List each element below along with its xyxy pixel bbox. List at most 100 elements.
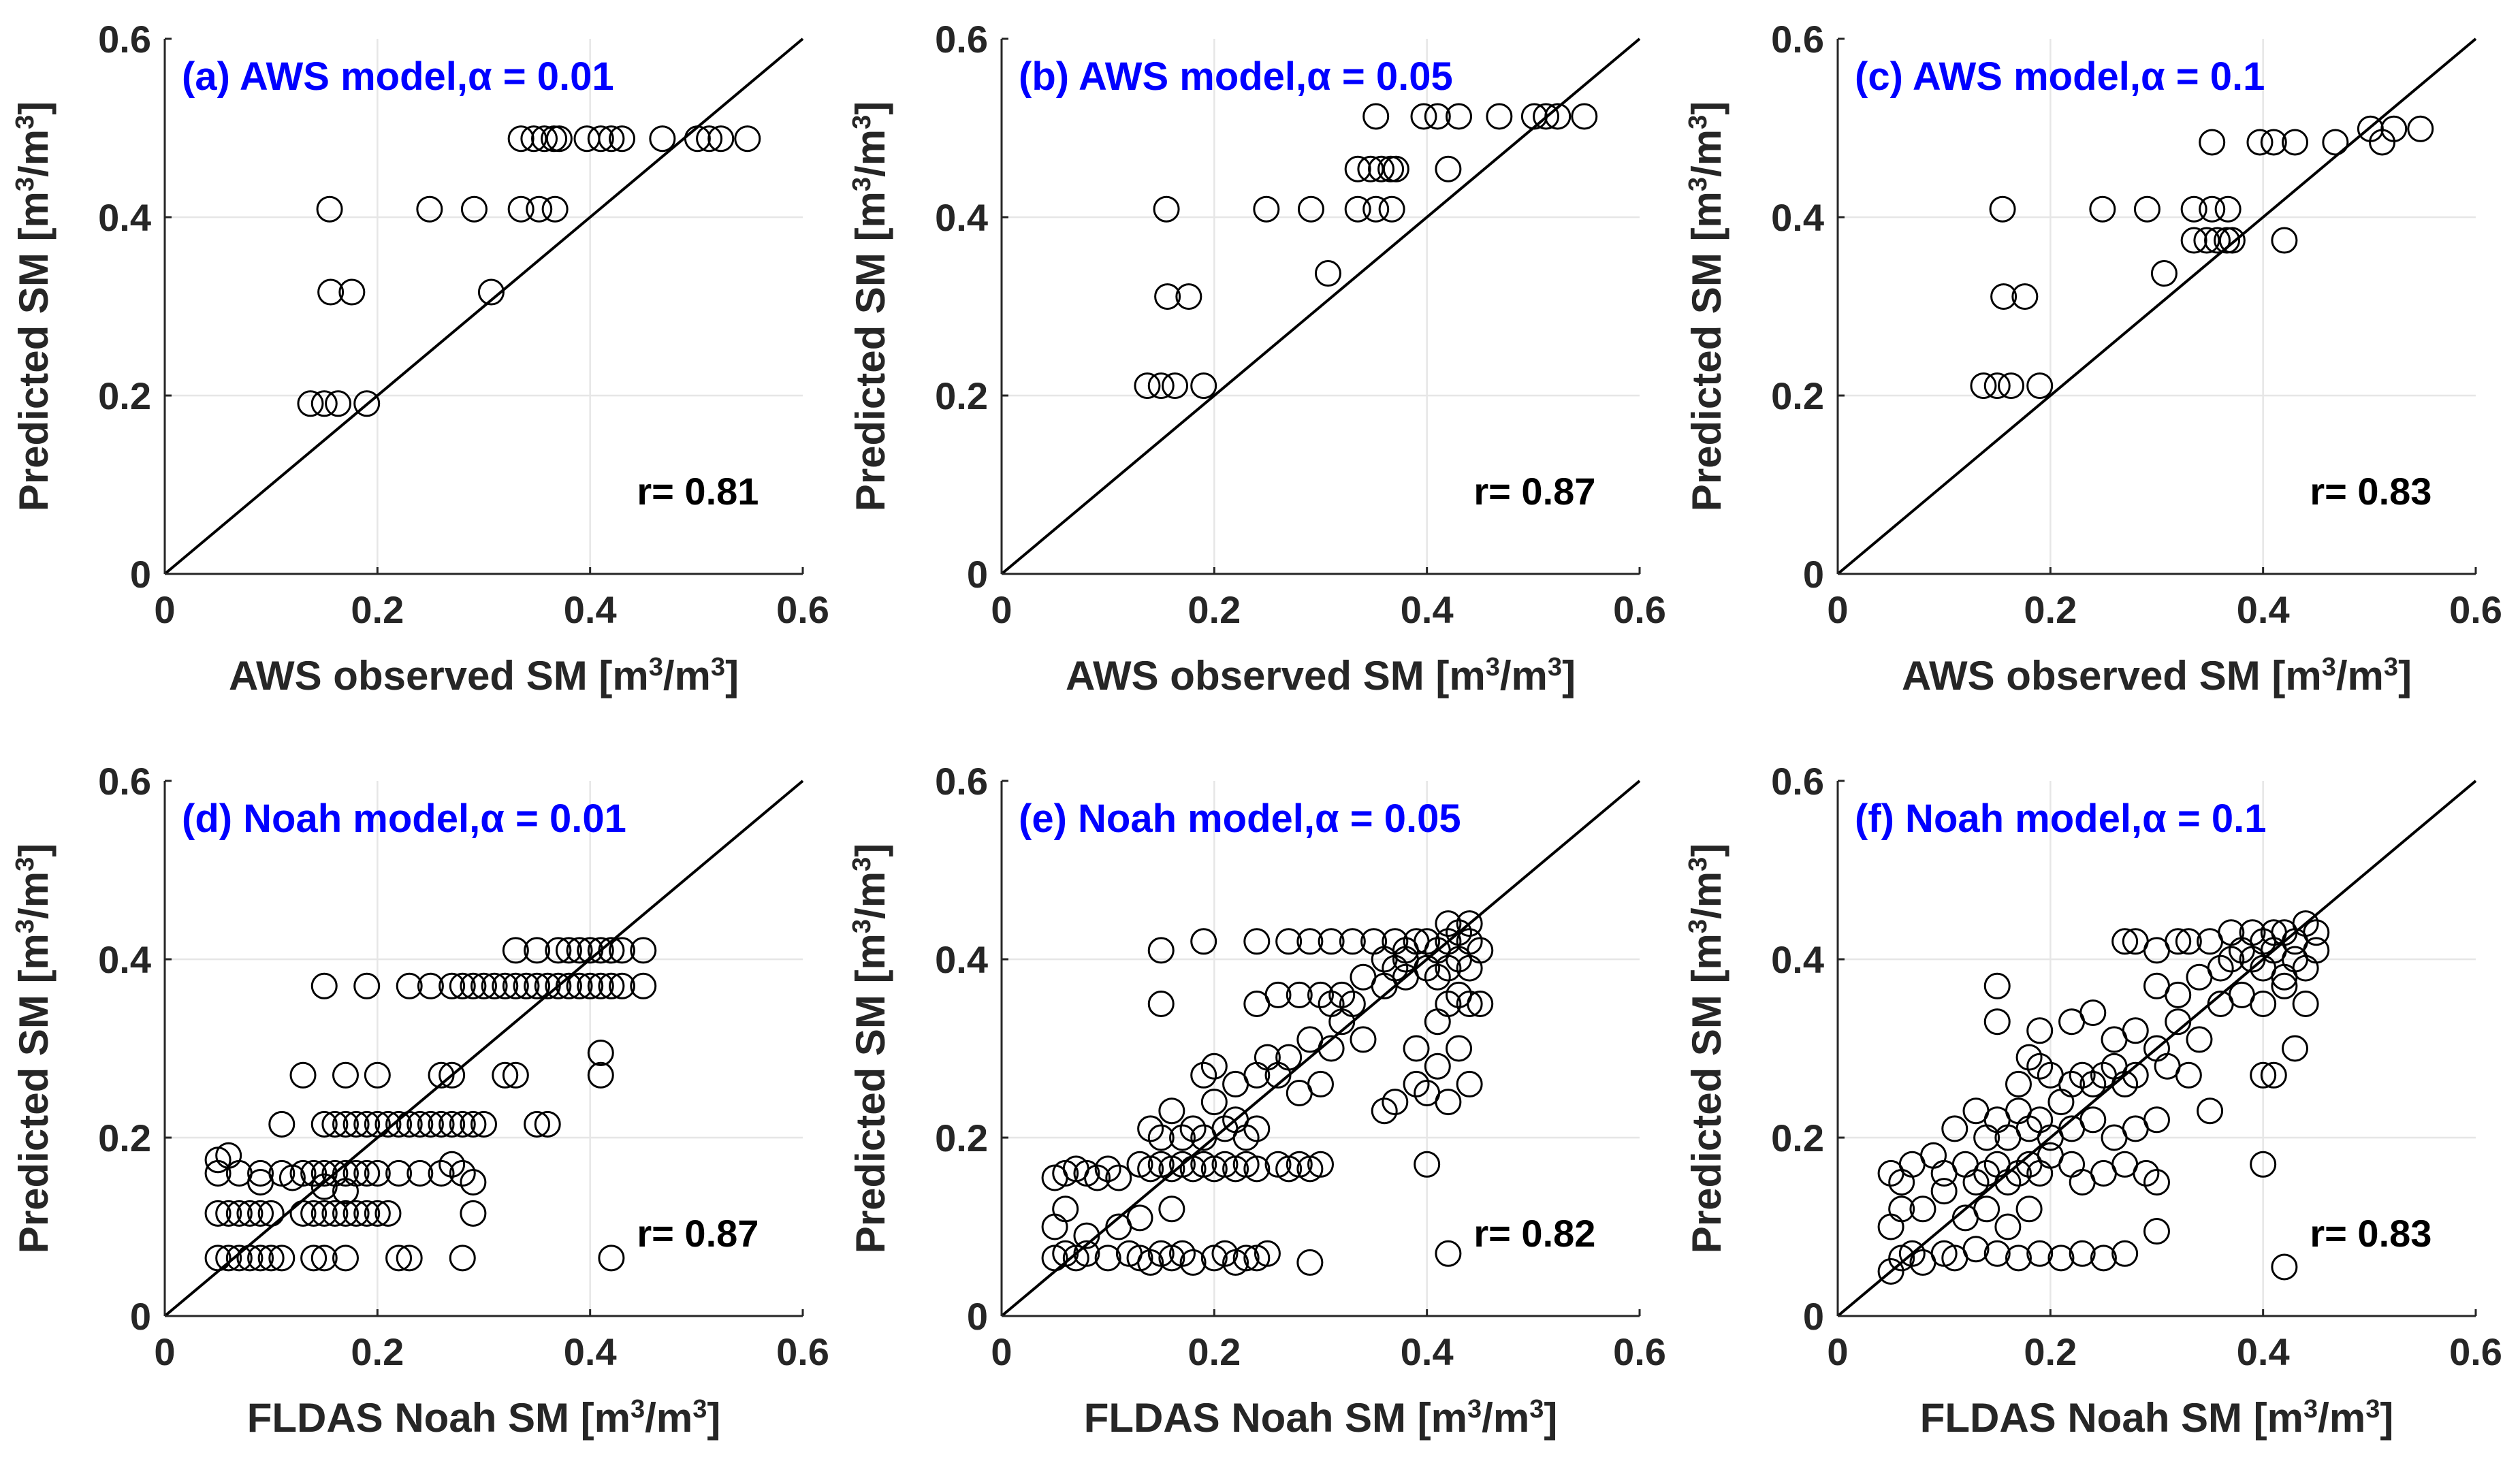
data-point [215,1245,242,1272]
y-tick-label: 0 [130,553,151,596]
data-point [2186,1026,2213,1053]
panel-title: (a) AWS model,α = 0.01 [182,54,614,99]
superscript: 3 [1467,1395,1482,1424]
axis-label-text: /m [663,653,711,699]
superscript: 3 [11,919,39,933]
data-point [1362,103,1390,130]
data-point [507,195,535,223]
data-point [2218,946,2245,973]
superscript: 3 [2384,653,2398,681]
superscript: 3 [1684,857,1712,871]
data-point [364,1159,391,1187]
superscript: 3 [1529,1395,1544,1424]
data-point [215,1200,242,1227]
y-tick-label: 0 [967,553,988,596]
axis-label-text: /m [2336,653,2384,699]
data-point [2292,991,2319,1017]
data-point [310,390,338,417]
data-point [1344,195,1371,223]
data-point [1243,1155,1271,1183]
data-point [531,125,558,153]
axis-label-text: ] [11,844,57,857]
one-to-one-line [1836,37,2477,575]
data-point [1435,155,1462,182]
data-point [1456,1070,1483,1097]
axis-label-text: /m [848,129,893,177]
data-point [247,1169,274,1196]
data-point [247,1245,274,1272]
data-point [1350,1026,1377,1053]
axis-label-text: /m [11,129,57,177]
data-point [1983,1240,2011,1267]
data-point [1243,928,1271,955]
data-point [609,972,636,999]
data-point [1073,1222,1100,1249]
data-point [353,1200,381,1227]
x-tick-label: 0.2 [1187,1330,1241,1373]
superscript: 3 [692,1395,707,1424]
y-tick-label: 0.2 [98,1117,151,1159]
data-point [1168,1124,1196,1151]
y-tick-label: 0 [1803,1295,1824,1338]
data-point [2150,260,2178,287]
data-point [321,1200,349,1227]
x-tick-label: 0.4 [564,588,617,631]
y-tick-label: 0.4 [935,196,988,239]
data-point [297,390,324,417]
axis-label-text: ] [2398,653,2412,699]
data-point [2026,1240,2054,1267]
data-point [534,1110,561,1138]
y-axis-label: Predicted SM [m3/m3] [11,101,57,511]
data-point [247,1200,274,1227]
data-point [2165,928,2192,955]
axis-label-text: /m [1482,1395,1529,1441]
data-point [1467,991,1494,1017]
data-point [2250,1061,2277,1089]
data-point [2122,1061,2149,1089]
one-to-one-line [1000,780,1641,1317]
scatter-points [1041,910,1494,1276]
superscript: 3 [1486,653,1500,681]
data-point [1435,1089,1462,1116]
data-point [2143,1169,2170,1196]
data-point [566,972,593,999]
data-point [1362,195,1390,223]
data-point [598,1245,625,1272]
scatter-points [1877,910,2330,1285]
data-point [300,1245,328,1272]
data-point [630,937,657,964]
data-point [1339,928,1366,955]
correlation-label: r= 0.83 [2310,470,2431,513]
data-point [2260,1061,2287,1089]
data-point [2026,1053,2054,1080]
superscript: 3 [848,115,876,129]
data-point [1084,1164,1111,1191]
data-point [2026,1017,2054,1044]
data-point [364,1110,391,1138]
y-tick-label: 0.4 [1771,938,1824,981]
x-tick-label: 0.4 [1401,588,1454,631]
axis-label-text: ] [1562,653,1576,699]
data-point [338,278,366,306]
y-axis-label: Predicted SM [m3/m3] [848,101,893,511]
data-point [332,1159,359,1187]
data-point [247,1159,274,1187]
data-point [1296,1249,1324,1276]
data-point [587,937,614,964]
data-point [1382,1089,1409,1116]
axis-label-text: Predicted SM [m [11,191,57,511]
x-tick-label: 0.2 [1187,588,1241,631]
data-point [2260,919,2287,946]
data-point [573,125,601,153]
scatter-points [204,937,657,1272]
data-point [374,1200,402,1227]
data-point [2079,1106,2107,1134]
data-point [1232,1245,1260,1272]
y-tick-label: 0.4 [98,196,151,239]
x-tick-label: 0.2 [351,1330,404,1373]
data-point [1983,972,2011,999]
superscript: 3 [649,653,663,681]
data-point [1253,195,1280,223]
